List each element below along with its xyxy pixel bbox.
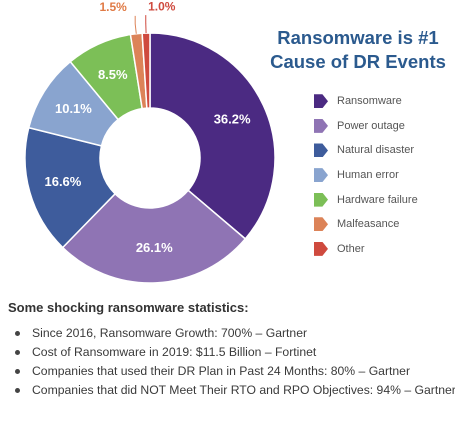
chart-title-line-1: Ransomware is #1 [277, 27, 439, 48]
chart-legend: Ransomware Power outage Natural disaster… [314, 89, 418, 261]
legend-swatch [314, 143, 328, 158]
legend-item-power-outage: Power outage [314, 114, 418, 139]
legend-swatch [314, 94, 328, 109]
stats-item: Cost of Ransomware in 2019: $11.5 Billio… [15, 345, 455, 360]
data-label-hardware-failure: 8.5% [98, 67, 128, 82]
data-label-ransomware: 36.2% [214, 111, 251, 126]
legend-item-other: Other [314, 237, 418, 262]
legend-label: Malfeasance [337, 218, 400, 231]
stats-item: Companies that did NOT Meet Their RTO an… [15, 383, 455, 398]
stats-heading: Some shocking ransomware statistics: [8, 300, 249, 315]
legend-swatch [314, 168, 328, 183]
stats-item: Companies that used their DR Plan in Pas… [15, 364, 455, 379]
legend-item-human-error: Human error [314, 163, 418, 188]
legend-label: Hardware failure [337, 193, 418, 206]
data-label-malfeasance: 1.5% [100, 0, 128, 14]
legend-label: Natural disaster [337, 144, 415, 157]
data-label-other: 1.0% [148, 0, 176, 13]
chart-title-line-2: Cause of DR Events [270, 51, 446, 72]
legend-label: Power outage [337, 119, 405, 132]
data-label-natural-disaster: 16.6% [44, 174, 81, 189]
stats-item: Since 2016, Ransomware Growth: 700% – Ga… [15, 326, 455, 341]
legend-item-ransomware: Ransomware [314, 89, 418, 114]
legend-label: Other [337, 242, 365, 255]
chart-title: Ransomware is #1 Cause of DR Events [270, 26, 446, 74]
legend-item-malfeasance: Malfeasance [314, 212, 418, 237]
legend-swatch [314, 192, 328, 207]
donut-slice-other [141, 32, 151, 109]
legend-label: Human error [337, 169, 399, 182]
legend-swatch [314, 118, 328, 133]
legend-swatch [314, 241, 328, 256]
stats-list: Since 2016, Ransomware Growth: 700% – Ga… [8, 326, 455, 402]
donut-slice-ransomware [149, 32, 276, 240]
legend-label: Ransomware [337, 95, 402, 108]
data-label-human-error: 10.1% [55, 101, 92, 116]
legend-item-natural-disaster: Natural disaster [314, 138, 418, 163]
leader-line [134, 15, 137, 34]
donut-chart: 36.2% 26.1% 16.6% 10.1% 8.5% 1.5% 1.0% [24, 0, 276, 284]
legend-swatch [314, 217, 328, 232]
data-label-power-outage: 26.1% [136, 240, 173, 255]
legend-item-hardware-failure: Hardware failure [314, 187, 418, 212]
donut-slice-natural-disaster [24, 126, 117, 249]
donut-slice-power-outage [61, 189, 247, 284]
